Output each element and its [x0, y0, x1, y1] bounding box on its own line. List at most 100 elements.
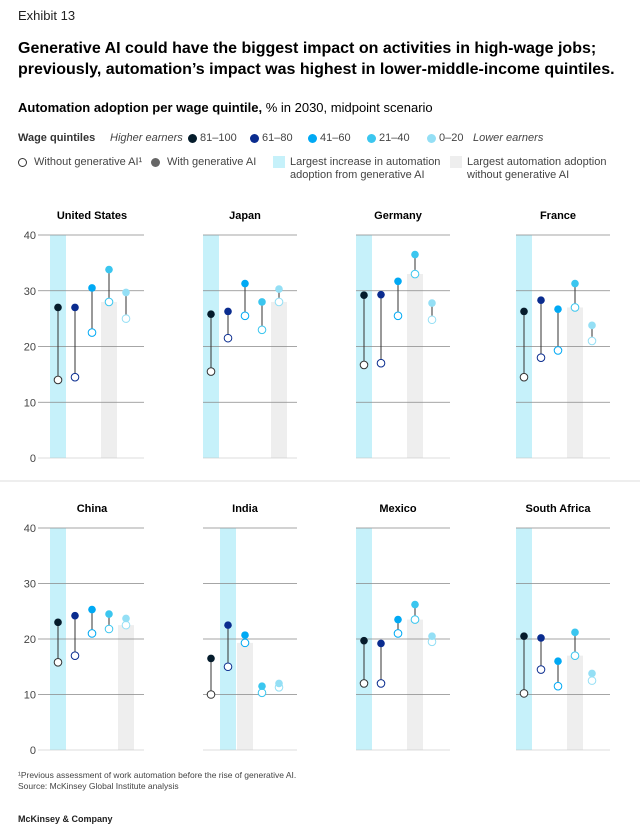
- source: Source: McKinsey Global Institute analys…: [18, 781, 179, 791]
- panel-title: France: [540, 210, 576, 222]
- brand-logo: McKinsey & Company: [18, 814, 113, 824]
- subtitle-rest: % in 2030, midpoint scenario: [262, 100, 433, 115]
- panel-title: China: [77, 503, 108, 515]
- point-with: [241, 631, 249, 639]
- without-band: [567, 655, 583, 750]
- point-without: [121, 620, 131, 630]
- legend-dot-0-20: [427, 134, 436, 143]
- y-tick-label: 40: [24, 523, 36, 535]
- point-without: [53, 375, 63, 385]
- point-with: [275, 285, 283, 293]
- point-with: [428, 632, 436, 641]
- point-without: [393, 629, 403, 638]
- exhibit-label: Exhibit 13: [18, 8, 76, 23]
- y-tick-label: 30: [24, 286, 36, 298]
- point-with: [71, 611, 79, 620]
- point-with: [428, 299, 436, 307]
- point-with: [377, 639, 385, 648]
- y-tick-label: 10: [24, 690, 36, 702]
- point-with: [71, 303, 79, 312]
- point-with: [571, 279, 579, 288]
- footnote: ¹Previous assessment of work automation …: [18, 770, 297, 780]
- point-with: [122, 614, 130, 623]
- point-with: [88, 605, 96, 614]
- point-with: [88, 284, 96, 292]
- y-tick-label: 20: [24, 342, 36, 354]
- point-without: [206, 367, 216, 376]
- point-with: [275, 679, 283, 688]
- point-without: [87, 629, 97, 638]
- point-without: [393, 311, 403, 321]
- y-tick-label: 40: [24, 230, 36, 242]
- point-with: [377, 290, 385, 299]
- point-without: [359, 679, 369, 688]
- point-with: [411, 250, 419, 259]
- point-without: [536, 353, 546, 362]
- y-tick-label: 10: [24, 397, 36, 409]
- panel-title: South Africa: [526, 503, 592, 515]
- point-with: [122, 288, 130, 297]
- point-with: [54, 303, 62, 312]
- chart-subtitle: Automation adoption per wage quintile, %…: [18, 100, 433, 115]
- legend-dot-21-40: [367, 134, 376, 143]
- panel-title: Japan: [229, 210, 261, 222]
- without-band: [118, 625, 134, 750]
- y-tick-label: 0: [30, 453, 36, 465]
- point-without: [410, 269, 420, 279]
- y-tick-label: 0: [30, 745, 36, 757]
- point-without: [257, 325, 267, 335]
- y-tick-label: 20: [24, 634, 36, 646]
- legend-label-41-60: 41–60: [320, 132, 351, 144]
- panel-title: India: [232, 503, 259, 515]
- point-with: [360, 291, 368, 300]
- panel-title: Germany: [374, 210, 423, 222]
- point-with: [520, 307, 528, 316]
- point-with: [258, 298, 266, 306]
- legend-with: With generative AI: [167, 156, 257, 168]
- point-with: [554, 657, 562, 665]
- legend-label-0-20: 0–20: [439, 132, 464, 144]
- point-without: [206, 690, 216, 699]
- point-without: [553, 681, 563, 691]
- point-with: [588, 669, 596, 678]
- legend-filled-marker: [151, 158, 160, 167]
- legend-increase-swatch: [273, 156, 285, 168]
- point-with: [554, 305, 562, 313]
- point-without: [519, 689, 529, 698]
- without-band: [237, 642, 253, 750]
- legend-dot-41-60: [308, 134, 317, 143]
- legend-without-swatch: [450, 156, 462, 168]
- point-without: [570, 303, 580, 312]
- point-without: [70, 372, 80, 382]
- point-with: [105, 610, 113, 618]
- point-with: [520, 632, 528, 641]
- point-with: [588, 321, 596, 330]
- chart-title: Generative AI could have the biggest imp…: [18, 40, 615, 78]
- point-without: [570, 651, 580, 660]
- legend-without-label: Largest automation adoption without gene…: [467, 156, 607, 181]
- point-without: [410, 615, 420, 624]
- point-without: [519, 372, 529, 382]
- point-with: [571, 628, 579, 637]
- legend-dot-81-100: [188, 134, 197, 143]
- point-without: [257, 688, 267, 698]
- legend-label-61-80: 61–80: [262, 132, 293, 144]
- point-without: [536, 665, 546, 674]
- without-band: [407, 619, 423, 750]
- y-tick-label: 30: [24, 579, 36, 591]
- point-with: [241, 279, 249, 288]
- legend-increase-label: Largest increase in automation adoption …: [290, 156, 441, 181]
- point-with: [411, 600, 419, 609]
- point-without: [587, 336, 597, 346]
- point-with: [105, 265, 113, 274]
- legend-label-21-40: 21–40: [379, 132, 410, 144]
- legend-without: Without generative AI¹: [34, 156, 143, 168]
- panel-title: United States: [57, 210, 127, 222]
- point-with: [224, 621, 232, 629]
- point-with: [360, 636, 368, 645]
- point-with: [224, 307, 232, 316]
- point-without: [359, 360, 369, 370]
- legend-higher: Higher earners: [110, 132, 183, 144]
- legend-label-81-100: 81–100: [200, 132, 237, 144]
- point-without: [70, 651, 80, 660]
